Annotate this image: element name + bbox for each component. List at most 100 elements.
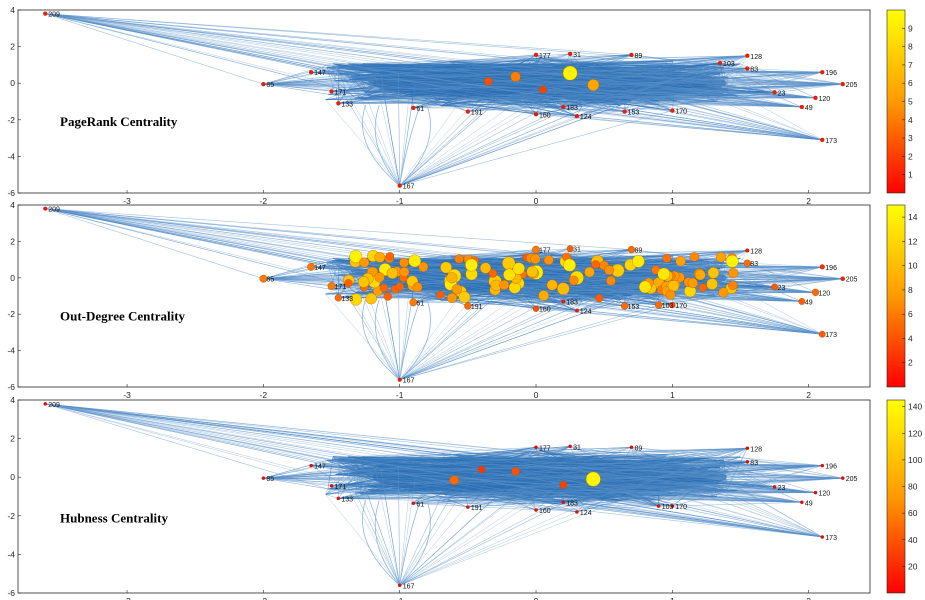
node-label-183: 183 bbox=[566, 105, 578, 112]
x-tick-label: -2 bbox=[260, 390, 268, 400]
node-label-173: 173 bbox=[825, 138, 837, 145]
node bbox=[375, 252, 385, 262]
node bbox=[396, 283, 404, 291]
colorbar-gradient bbox=[887, 400, 905, 593]
node-183 bbox=[561, 105, 565, 109]
y-tick-label: 0 bbox=[10, 273, 15, 283]
x-tick-label: 0 bbox=[534, 390, 539, 400]
node-label-103: 103 bbox=[662, 504, 674, 511]
node-label-170: 170 bbox=[675, 303, 687, 310]
colorbar-tick-label: 6 bbox=[908, 78, 913, 88]
y-tick-label: -2 bbox=[7, 309, 15, 319]
node bbox=[538, 290, 548, 300]
node-31 bbox=[568, 52, 572, 56]
node-label-191: 191 bbox=[471, 505, 483, 512]
node-49 bbox=[800, 105, 804, 109]
x-tick-label: 2 bbox=[806, 196, 811, 206]
y-tick-label: 4 bbox=[10, 5, 15, 15]
node-label-171: 171 bbox=[335, 484, 347, 491]
y-tick-label: 4 bbox=[10, 200, 15, 210]
node-177 bbox=[534, 446, 537, 449]
node-124 bbox=[575, 114, 579, 118]
node-label-173: 173 bbox=[825, 332, 837, 339]
x-tick-label: 0 bbox=[534, 596, 539, 600]
y-tick-label: 4 bbox=[10, 395, 15, 405]
colorbar-tick-label: 8 bbox=[908, 42, 913, 52]
colorbar: 20406080100120140 bbox=[887, 400, 922, 593]
node bbox=[695, 270, 705, 280]
y-tick-label: -6 bbox=[7, 382, 15, 392]
node-49 bbox=[800, 501, 803, 504]
node bbox=[728, 268, 738, 278]
node-label-196: 196 bbox=[825, 265, 837, 272]
node bbox=[447, 293, 457, 303]
colorbar-gradient bbox=[887, 205, 905, 387]
node-label-103: 103 bbox=[662, 303, 674, 310]
x-tick-label: 1 bbox=[670, 390, 675, 400]
x-tick-label: -1 bbox=[396, 196, 404, 206]
panel-3: 209851671281962051204917318312416031177 8… bbox=[7, 395, 922, 600]
panel-title: Out-Degree Centrality bbox=[60, 309, 186, 324]
node-205 bbox=[841, 82, 845, 86]
node-label-85: 85 bbox=[266, 476, 274, 483]
node-128 bbox=[745, 54, 749, 58]
node bbox=[527, 266, 538, 277]
node bbox=[595, 294, 603, 302]
highlight-node bbox=[557, 283, 569, 295]
colorbar-tick-label: 2 bbox=[908, 151, 913, 161]
colorbar-tick-label: 7 bbox=[908, 60, 913, 70]
node-85 bbox=[261, 82, 265, 86]
node-196 bbox=[820, 70, 824, 74]
node-label-120: 120 bbox=[818, 491, 830, 498]
node-label-61: 61 bbox=[416, 501, 424, 508]
node-label-31: 31 bbox=[573, 247, 581, 254]
node bbox=[437, 291, 445, 299]
node-103 bbox=[718, 61, 722, 65]
node-label-167: 167 bbox=[403, 378, 415, 385]
y-tick-label: -2 bbox=[7, 511, 15, 521]
node bbox=[459, 291, 470, 302]
x-tick-label: 2 bbox=[806, 596, 811, 600]
node bbox=[375, 272, 385, 282]
node-label-209: 209 bbox=[48, 12, 60, 19]
node-120 bbox=[813, 96, 817, 100]
node-label-183: 183 bbox=[566, 299, 578, 306]
node-label-61: 61 bbox=[416, 300, 424, 307]
node-label-83: 83 bbox=[750, 460, 758, 467]
x-tick-label: -2 bbox=[260, 596, 268, 600]
node-label-191: 191 bbox=[471, 110, 483, 117]
node-89 bbox=[629, 53, 633, 57]
highlight-node bbox=[539, 86, 547, 94]
node-133 bbox=[337, 497, 340, 500]
node bbox=[718, 288, 728, 298]
colorbar-tick-label: 60 bbox=[908, 508, 918, 518]
node-label-83: 83 bbox=[750, 67, 758, 74]
colorbar-tick-label: 20 bbox=[908, 561, 918, 571]
node-label-89: 89 bbox=[634, 53, 642, 60]
node-label-49: 49 bbox=[805, 105, 813, 112]
panel-2: 209851671281962051204917318312416031177 8… bbox=[7, 200, 917, 400]
node bbox=[399, 258, 408, 267]
node bbox=[569, 276, 578, 285]
node bbox=[440, 262, 451, 273]
node-label-177: 177 bbox=[539, 445, 551, 452]
node bbox=[489, 269, 497, 277]
node-label-171: 171 bbox=[335, 89, 347, 96]
node-85 bbox=[262, 477, 265, 480]
colorbar: 2468101214 bbox=[887, 205, 918, 387]
node-label-83: 83 bbox=[750, 261, 758, 268]
node-124 bbox=[575, 309, 579, 313]
y-tick-label: -4 bbox=[7, 151, 15, 161]
node bbox=[547, 280, 558, 291]
node-label-85: 85 bbox=[266, 277, 274, 284]
colorbar-tick-label: 120 bbox=[908, 428, 922, 438]
y-tick-label: -2 bbox=[7, 115, 15, 125]
node-120 bbox=[814, 491, 817, 494]
node bbox=[592, 260, 600, 268]
node bbox=[358, 276, 369, 287]
node bbox=[604, 265, 614, 275]
node bbox=[447, 272, 458, 283]
node-label-31: 31 bbox=[573, 52, 581, 59]
x-tick-label: 1 bbox=[670, 196, 675, 206]
